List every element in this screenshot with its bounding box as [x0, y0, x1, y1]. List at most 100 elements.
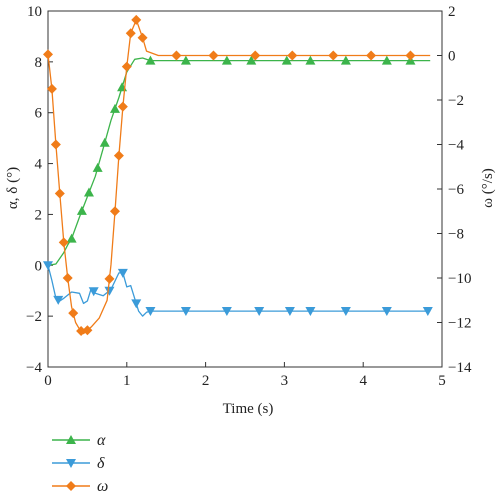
data-point-delta [422, 307, 433, 317]
series-delta [43, 261, 433, 317]
left-tick-label: 0 [35, 258, 43, 274]
legend-marker-delta [66, 459, 76, 468]
right-tick-label: −2 [448, 93, 464, 109]
data-point-omega [54, 188, 65, 199]
data-point-omega [366, 50, 377, 61]
x-axis-ticks: 0 1 2 3 4 5 [44, 362, 446, 389]
data-point-omega [405, 50, 416, 61]
legend-label: δ [97, 455, 105, 472]
data-point-alpha [109, 103, 120, 113]
data-point-omega [62, 273, 73, 283]
data-point-delta [53, 295, 64, 305]
x-tick-label: 1 [123, 373, 131, 389]
data-point-delta [305, 307, 316, 317]
right-y-axis-title: ω (°/s) [480, 168, 496, 208]
data-point-omega [46, 83, 57, 94]
series-line-delta [47, 265, 431, 317]
x-tick-label: 0 [44, 373, 52, 389]
data-point-omega [125, 28, 136, 39]
left-tick-label: 10 [27, 4, 42, 20]
data-point-alpha [246, 55, 257, 65]
data-point-alpha [180, 55, 191, 65]
right-tick-label: −12 [448, 316, 471, 332]
x-tick-label: 5 [438, 373, 446, 389]
data-point-delta [340, 307, 351, 317]
x-tick-label: 4 [359, 373, 367, 389]
data-point-omega [82, 325, 93, 336]
data-point-omega [121, 61, 132, 72]
data-point-omega [50, 139, 61, 150]
data-point-delta [254, 307, 265, 317]
left-axis-ticks: −4 −2 0 2 4 6 8 10 [26, 4, 53, 376]
series-line-omega [47, 19, 431, 335]
series-omega [43, 14, 431, 336]
legend-label: α [97, 432, 106, 449]
data-point-alpha [305, 55, 316, 65]
data-point-alpha [76, 205, 87, 215]
data-point-delta [88, 287, 99, 297]
data-point-alpha [99, 137, 110, 147]
data-point-alpha [92, 162, 103, 172]
legend-marker-alpha [66, 435, 76, 444]
x-axis-title: Time (s) [223, 401, 274, 417]
data-point-delta [180, 307, 191, 317]
data-point-omega [137, 32, 148, 43]
data-point-omega [328, 50, 339, 61]
data-point-alpha [221, 55, 232, 65]
data-point-delta [145, 307, 156, 317]
legend-item-omega: ω [52, 478, 108, 495]
left-tick-label: 4 [35, 157, 43, 173]
data-point-delta [131, 299, 142, 309]
right-axis-ticks: −14 −12 −10 −8 −6 −4 −2 0 2 [437, 4, 472, 376]
left-tick-label: −4 [26, 360, 42, 376]
data-point-alpha [381, 55, 392, 65]
data-point-omega [76, 325, 87, 336]
data-point-omega [171, 50, 182, 61]
data-point-omega [109, 206, 120, 217]
data-point-delta [104, 286, 115, 296]
series-line-alpha [47, 57, 431, 266]
legend-item-delta: δ [52, 455, 105, 472]
data-point-omega [250, 50, 261, 61]
data-point-alpha [83, 187, 94, 197]
right-tick-label: −6 [448, 182, 464, 198]
data-point-alpha [145, 55, 156, 65]
x-tick-label: 3 [281, 373, 289, 389]
data-point-delta [284, 307, 295, 317]
data-point-omega [117, 101, 128, 112]
data-point-delta [221, 307, 232, 317]
data-point-omega [287, 50, 298, 61]
left-tick-label: 2 [35, 207, 43, 223]
data-point-delta [117, 268, 128, 278]
data-point-omega [113, 150, 124, 161]
series-alpha [47, 55, 431, 266]
data-point-delta [381, 307, 392, 317]
left-y-axis-title: α, δ (°) [5, 167, 21, 209]
data-point-omega [208, 50, 219, 61]
data-point-alpha [66, 233, 77, 243]
left-tick-label: −2 [26, 309, 42, 325]
left-tick-label: 8 [35, 55, 43, 71]
series-layer [43, 14, 433, 336]
right-tick-label: 0 [448, 49, 456, 65]
data-point-omega [104, 273, 115, 284]
right-tick-label: −8 [448, 227, 464, 243]
data-point-omega [43, 49, 53, 60]
right-tick-label: −4 [448, 138, 464, 154]
legend-item-alpha: α [52, 432, 106, 449]
data-point-omega [68, 308, 79, 319]
left-tick-label: 6 [35, 106, 43, 122]
right-tick-label: −14 [448, 360, 472, 376]
data-point-alpha [281, 55, 292, 65]
data-point-alpha [340, 55, 351, 65]
legend: αδω [52, 432, 108, 495]
right-tick-label: 2 [448, 4, 456, 20]
data-point-omega [58, 237, 69, 248]
data-point-delta [43, 261, 53, 271]
legend-marker-omega [66, 481, 76, 491]
data-point-omega [131, 14, 142, 25]
x-tick-label: 2 [202, 373, 210, 389]
legend-label: ω [97, 478, 108, 495]
right-tick-label: −10 [448, 271, 471, 287]
